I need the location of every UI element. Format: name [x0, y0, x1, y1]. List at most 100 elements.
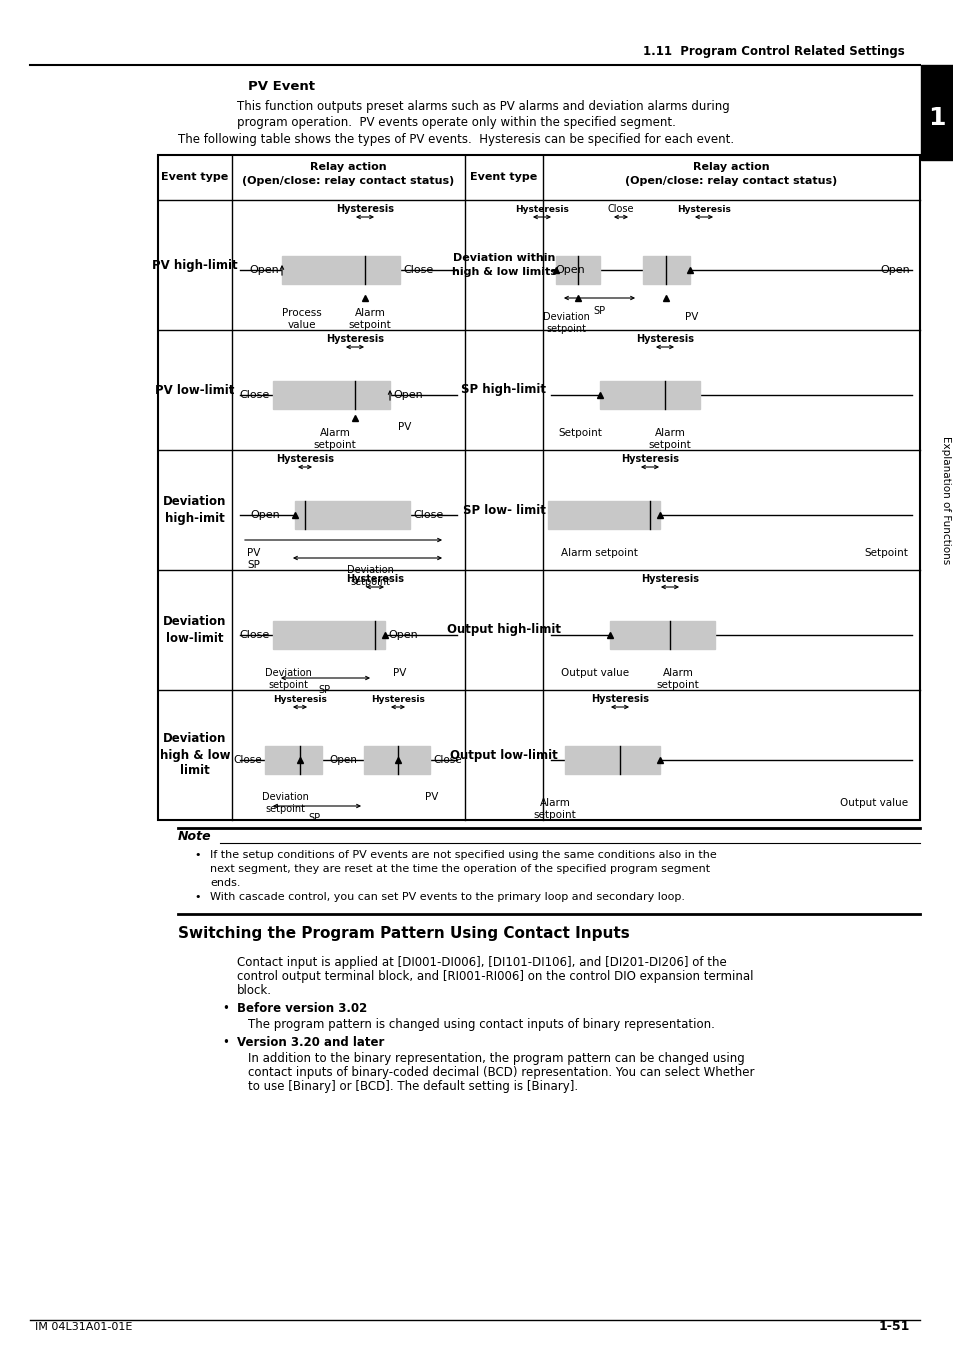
Text: •: • — [193, 850, 200, 861]
Text: Close: Close — [607, 204, 634, 213]
Text: In addition to the binary representation, the program pattern can be changed usi: In addition to the binary representation… — [248, 1052, 744, 1065]
Bar — [158, 155, 919, 820]
Text: Close: Close — [233, 755, 262, 765]
Text: Hysteresis: Hysteresis — [326, 334, 384, 345]
Text: The following table shows the types of PV events.  Hysteresis can be specified f: The following table shows the types of P… — [178, 132, 734, 146]
Text: Before version 3.02: Before version 3.02 — [236, 1002, 367, 1015]
Text: Switching the Program Pattern Using Contact Inputs: Switching the Program Pattern Using Cont… — [178, 925, 629, 942]
Bar — [273, 381, 390, 409]
Text: Hysteresis: Hysteresis — [590, 694, 648, 704]
Text: PV Event: PV Event — [248, 80, 314, 93]
Bar — [364, 746, 430, 774]
Text: Deviation
high & low
limit: Deviation high & low limit — [159, 732, 230, 777]
Text: SP: SP — [593, 305, 604, 316]
Text: Alarm
setpoint: Alarm setpoint — [314, 428, 356, 450]
Text: program operation.  PV events operate only within the specified segment.: program operation. PV events operate onl… — [236, 116, 675, 128]
Text: Open: Open — [250, 509, 280, 520]
Bar — [920, 65, 953, 159]
Bar — [282, 255, 399, 284]
Text: Version 3.20 and later: Version 3.20 and later — [236, 1036, 384, 1048]
Text: Close: Close — [239, 630, 270, 640]
Bar — [273, 621, 385, 648]
Text: Hysteresis: Hysteresis — [275, 454, 334, 463]
Text: 1.11  Program Control Related Settings: 1.11 Program Control Related Settings — [642, 45, 904, 58]
Text: •: • — [222, 1002, 229, 1015]
Text: Relay action
(Open/close: relay contact status): Relay action (Open/close: relay contact … — [242, 162, 455, 185]
Text: Alarm
setpoint: Alarm setpoint — [348, 308, 391, 331]
Text: Alarm
setpoint: Alarm setpoint — [648, 428, 691, 450]
Bar — [564, 746, 659, 774]
Text: Close: Close — [239, 390, 270, 400]
Text: control output terminal block, and [RI001-RI006] on the control DIO expansion te: control output terminal block, and [RI00… — [236, 970, 753, 984]
Text: Hysteresis: Hysteresis — [346, 574, 403, 584]
Text: Process
value: Process value — [282, 308, 321, 331]
Text: Hysteresis: Hysteresis — [371, 694, 424, 704]
Text: Close: Close — [402, 265, 433, 276]
Text: Explanation of Functions: Explanation of Functions — [940, 436, 950, 565]
Text: SP: SP — [317, 685, 330, 694]
Bar — [547, 501, 659, 530]
Text: Open: Open — [393, 390, 422, 400]
Text: Output value: Output value — [839, 798, 907, 808]
Bar — [609, 621, 714, 648]
Text: Open: Open — [329, 755, 356, 765]
Text: Open: Open — [555, 265, 584, 276]
Text: Event type: Event type — [470, 173, 537, 182]
Text: PV: PV — [424, 792, 438, 802]
Text: Close: Close — [413, 509, 443, 520]
Text: Contact input is applied at [DI001-DI006], [DI101-DI106], and [DI201-DI206] of t: Contact input is applied at [DI001-DI006… — [236, 957, 726, 969]
Text: block.: block. — [236, 984, 272, 997]
Bar — [294, 501, 410, 530]
Bar — [642, 255, 689, 284]
Text: Open: Open — [249, 265, 278, 276]
Text: Relay action
(Open/close: relay contact status): Relay action (Open/close: relay contact … — [625, 162, 837, 185]
Text: PV high-limit: PV high-limit — [152, 258, 237, 272]
Text: Deviation
high-imit: Deviation high-imit — [163, 494, 227, 526]
Text: SP high-limit: SP high-limit — [461, 384, 546, 396]
Text: Alarm setpoint: Alarm setpoint — [560, 549, 638, 558]
Text: Deviation
setpoint: Deviation setpoint — [542, 312, 589, 335]
Text: This function outputs preset alarms such as PV alarms and deviation alarms durin: This function outputs preset alarms such… — [236, 100, 729, 113]
Bar — [556, 255, 599, 284]
Text: Close: Close — [433, 755, 461, 765]
Text: 1: 1 — [927, 105, 944, 130]
Bar — [599, 381, 700, 409]
Text: SP low- limit: SP low- limit — [462, 504, 545, 516]
Text: Deviation
setpoint: Deviation setpoint — [261, 792, 308, 815]
Text: Hysteresis: Hysteresis — [335, 204, 394, 213]
Text: Hysteresis: Hysteresis — [636, 334, 693, 345]
Text: Hysteresis: Hysteresis — [677, 204, 730, 213]
Text: Hysteresis: Hysteresis — [515, 204, 568, 213]
Text: Note: Note — [178, 830, 212, 843]
Text: SP: SP — [308, 813, 319, 823]
Text: Hysteresis: Hysteresis — [273, 694, 327, 704]
Text: Open: Open — [880, 265, 909, 276]
Text: next segment, they are reset at the time the operation of the specified program : next segment, they are reset at the time… — [210, 865, 709, 874]
Text: Output value: Output value — [560, 667, 628, 678]
Text: Output low-limit: Output low-limit — [450, 748, 558, 762]
Text: ends.: ends. — [210, 878, 240, 888]
Text: Open: Open — [388, 630, 417, 640]
Text: Setpoint: Setpoint — [558, 428, 601, 438]
Text: Deviation
setpoint: Deviation setpoint — [264, 667, 311, 690]
Text: IM 04L31A01-01E: IM 04L31A01-01E — [35, 1323, 132, 1332]
Bar — [265, 746, 322, 774]
Text: PV: PV — [397, 422, 411, 432]
Text: Deviation
setpoint: Deviation setpoint — [346, 565, 393, 588]
Text: Event type: Event type — [161, 173, 229, 182]
Text: Deviation
low-limit: Deviation low-limit — [163, 615, 227, 644]
Text: The program pattern is changed using contact inputs of binary representation.: The program pattern is changed using con… — [248, 1019, 714, 1031]
Text: With cascade control, you can set PV events to the primary loop and secondary lo: With cascade control, you can set PV eve… — [210, 892, 684, 902]
Text: Setpoint: Setpoint — [863, 549, 907, 558]
Text: SP: SP — [247, 561, 259, 570]
Text: Output high-limit: Output high-limit — [447, 624, 560, 636]
Text: contact inputs of binary-coded decimal (BCD) representation. You can select Whet: contact inputs of binary-coded decimal (… — [248, 1066, 754, 1079]
Text: If the setup conditions of PV events are not specified using the same conditions: If the setup conditions of PV events are… — [210, 850, 716, 861]
Text: Hysteresis: Hysteresis — [640, 574, 699, 584]
Text: PV: PV — [393, 667, 406, 678]
Text: 1-51: 1-51 — [878, 1320, 909, 1333]
Text: •: • — [193, 892, 200, 902]
Text: Deviation within
high & low limits: Deviation within high & low limits — [451, 254, 556, 277]
Text: PV: PV — [247, 549, 260, 558]
Text: PV: PV — [684, 312, 698, 322]
